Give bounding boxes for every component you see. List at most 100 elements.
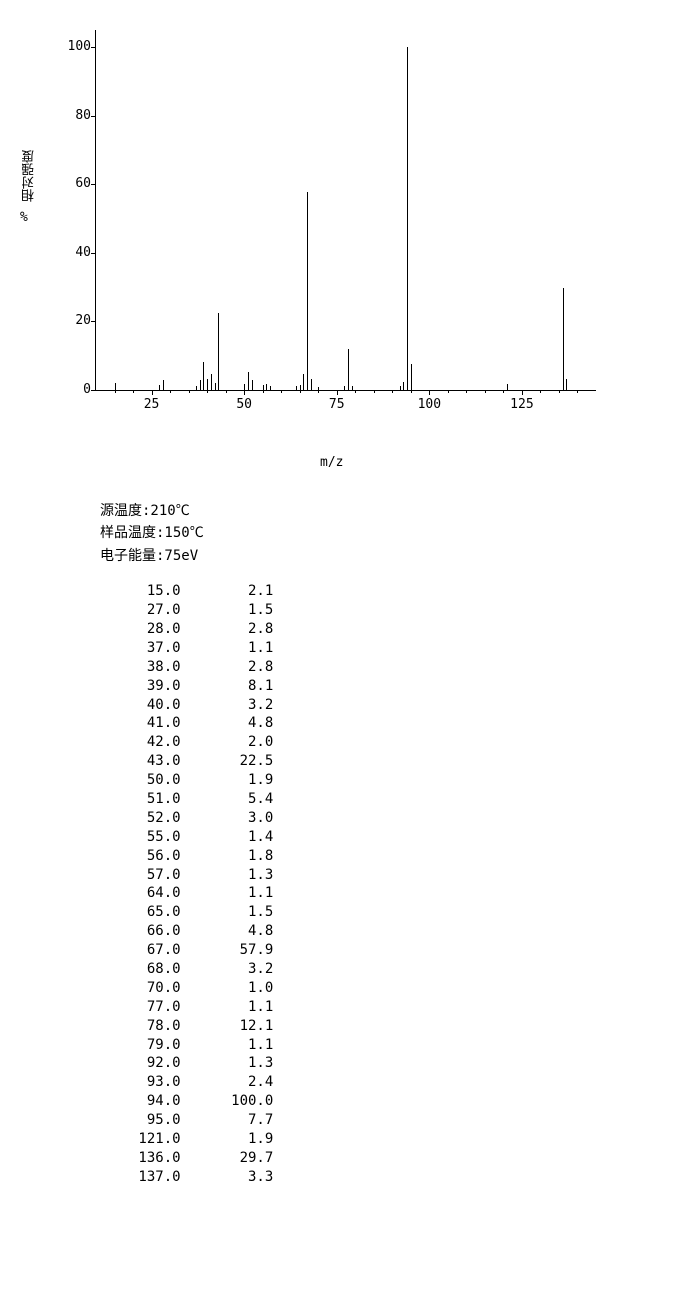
spectrum-peak [507,384,508,391]
x-tick-label: 125 [510,397,533,412]
spectrum-peak [563,288,564,390]
table-row: 52.0 3.0 [130,809,687,828]
table-row: 94.0 100.0 [130,1092,687,1111]
spectrum-peak [200,380,201,390]
x-minor-tick-mark [355,390,356,393]
x-minor-tick-mark [300,390,301,393]
table-row: 39.0 8.1 [130,677,687,696]
table-row: 27.0 1.5 [130,601,687,620]
spectrum-peak [344,386,345,390]
spectrum-peak [311,379,312,390]
spectrum-peak [163,380,164,390]
table-row: 136.0 29.7 [130,1149,687,1168]
table-row: 66.0 4.8 [130,922,687,941]
spectrum-peak [303,374,304,390]
spectrum-peak [352,386,353,390]
spectrum-peak [403,382,404,390]
spectrum-peak [400,386,401,390]
spectrum-peak [203,362,204,390]
x-tick-mark [429,390,430,395]
table-row: 65.0 1.5 [130,903,687,922]
percent-label: % [20,210,28,225]
x-tick-mark [152,390,153,395]
x-minor-tick-mark [540,390,541,393]
table-row: 57.0 1.3 [130,866,687,885]
table-row: 41.0 4.8 [130,714,687,733]
table-row: 68.0 3.2 [130,960,687,979]
x-minor-tick-mark [189,390,190,393]
spectrum-peak [211,374,212,390]
y-tick-label: 80 [66,108,91,123]
y-tick-label: 0 [66,382,91,397]
x-minor-tick-mark [411,390,412,393]
spectrum-peak [566,379,567,390]
table-row: 95.0 7.7 [130,1111,687,1130]
table-row: 43.0 22.5 [130,752,687,771]
spectrum-peak [215,383,216,390]
table-row: 38.0 2.8 [130,658,687,677]
table-row: 55.0 1.4 [130,828,687,847]
spectrum-peak [244,384,245,391]
x-minor-tick-mark [263,390,264,393]
x-minor-tick-mark [226,390,227,393]
x-tick-label: 75 [329,397,345,412]
y-tick-mark [91,321,96,322]
y-tick-label: 60 [66,176,91,191]
x-tick-mark [337,390,338,395]
table-row: 51.0 5.4 [130,790,687,809]
table-row: 70.0 1.0 [130,979,687,998]
table-row: 92.0 1.3 [130,1054,687,1073]
x-tick-mark [244,390,245,395]
spectrum-peak [248,372,249,391]
x-minor-tick-mark [448,390,449,393]
plot-area: 020406080100255075100125 [95,30,596,391]
y-tick-mark [91,390,96,391]
spectrum-peak [296,386,297,390]
spectrum-peak [300,385,301,390]
spectrum-peak [411,364,412,390]
table-row: 40.0 3.2 [130,696,687,715]
x-minor-tick-mark [281,390,282,393]
x-minor-tick-mark [577,390,578,393]
table-row: 79.0 1.1 [130,1036,687,1055]
spectrum-peak [115,383,116,390]
spectrum-peak [348,349,349,390]
x-minor-tick-mark [115,390,116,393]
spectrum-peak [307,192,308,391]
y-tick-mark [91,47,96,48]
table-row: 93.0 2.4 [130,1073,687,1092]
table-row: 64.0 1.1 [130,884,687,903]
spectrum-peak [263,385,264,390]
meta-info: 源温度:210℃ 样品温度:150℃ 电子能量:75eV [100,500,687,567]
x-tick-mark [522,390,523,395]
source-temperature: 源温度:210℃ [100,500,687,522]
x-minor-tick-mark [559,390,560,393]
table-row: 37.0 1.1 [130,639,687,658]
y-tick-mark [91,184,96,185]
table-row: 50.0 1.9 [130,771,687,790]
y-tick-label: 100 [66,39,91,54]
spectrum-peak [196,386,197,390]
spectrum-peak [266,384,267,390]
x-tick-label: 25 [144,397,160,412]
mass-spectrum-chart: 相对强度 % 020406080100255075100125 m/z [40,20,620,440]
x-minor-tick-mark [503,390,504,393]
spectrum-peak [407,47,408,390]
x-minor-tick-mark [466,390,467,393]
sample-temperature: 样品温度:150℃ [100,522,687,544]
x-minor-tick-mark [485,390,486,393]
x-minor-tick-mark [374,390,375,393]
spectrum-peak [270,386,271,390]
spectrum-peak [218,313,219,390]
x-axis-label: m/z [320,455,343,470]
table-row: 56.0 1.8 [130,847,687,866]
y-tick-label: 40 [66,245,91,260]
x-minor-tick-mark [392,390,393,393]
x-minor-tick-mark [318,390,319,393]
x-minor-tick-mark [170,390,171,393]
table-row: 67.0 57.9 [130,941,687,960]
x-tick-label: 50 [236,397,252,412]
x-minor-tick-mark [207,390,208,393]
spectrum-peak [207,379,208,390]
x-tick-label: 100 [418,397,441,412]
